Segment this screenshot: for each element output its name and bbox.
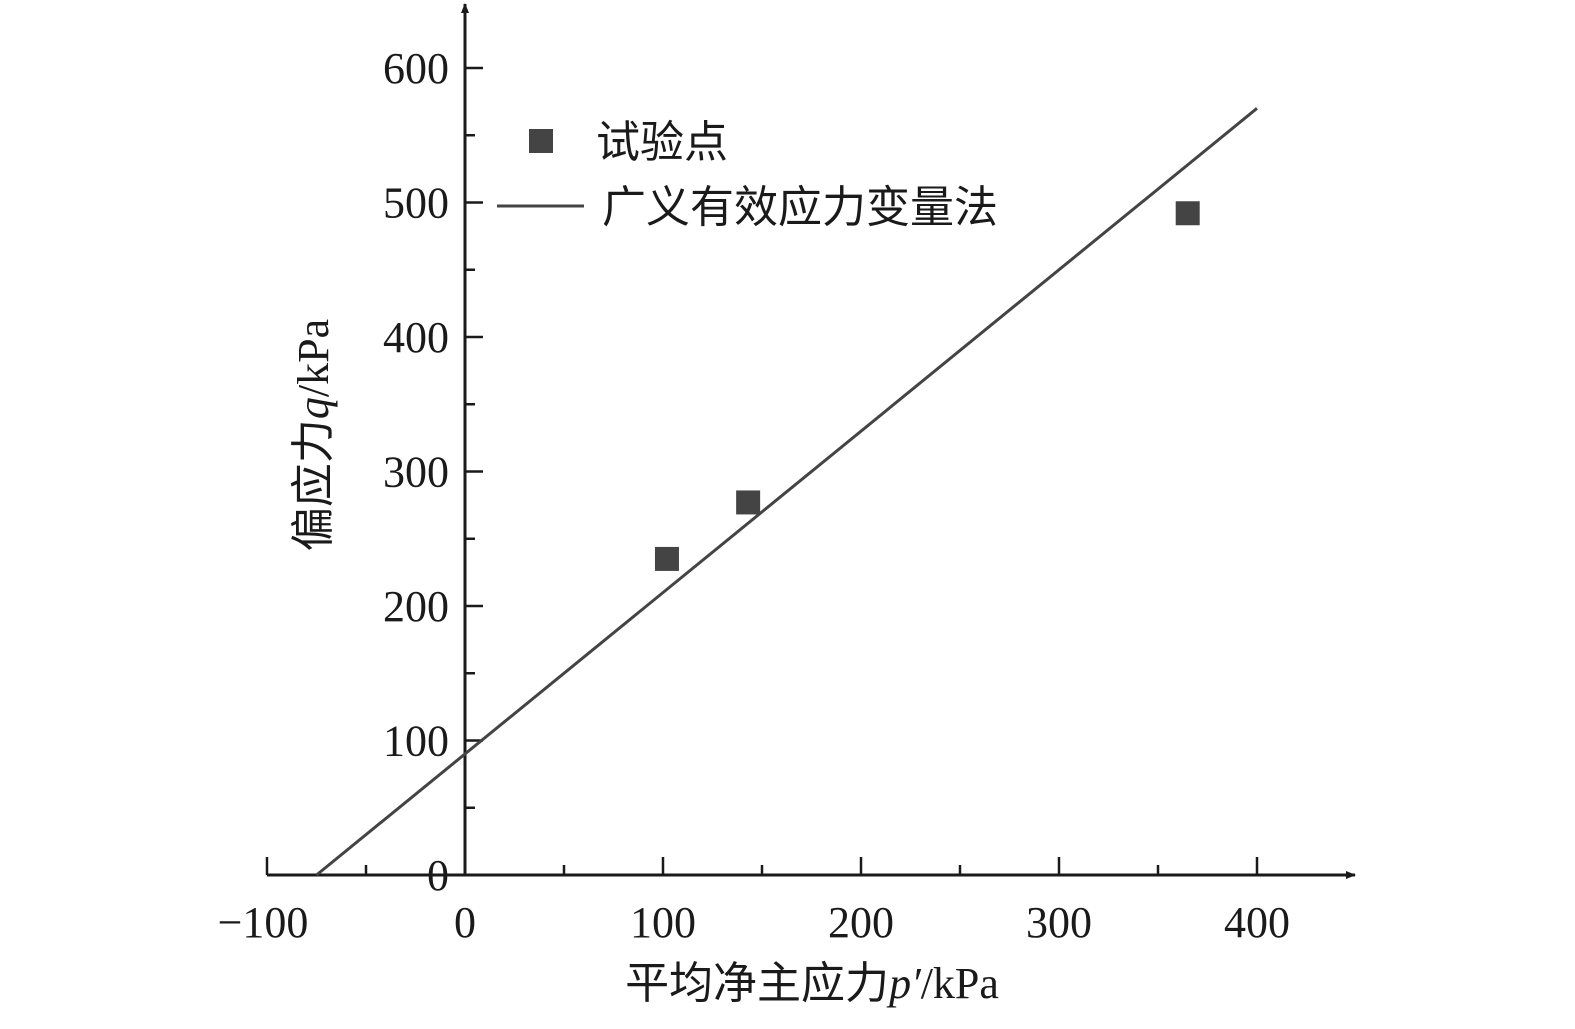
x-axis-ticks: −100 0 100 200 300 400: [218, 857, 1290, 947]
data-point: [654, 546, 679, 571]
y-axis-title: 偏应力q/kPa: [288, 319, 339, 551]
y-tick-label: 300: [383, 448, 449, 497]
y-tick-label: 200: [383, 582, 449, 631]
y-tick-label: 400: [383, 313, 449, 362]
legend-marker-square: [529, 129, 553, 153]
legend-label-test-points: 试验点: [596, 117, 728, 168]
plot-area: [315, 107, 1258, 877]
legend-label-fit-line: 广义有效应力变量法: [602, 182, 998, 233]
data-point: [1175, 201, 1200, 226]
y-tick-label: 600: [383, 44, 449, 93]
x-tick-label: −100: [218, 898, 309, 947]
x-axis-title: 平均净主应力p′/kPa: [625, 958, 999, 1009]
legend: 试验点 广义有效应力变量法: [497, 117, 998, 233]
x-tick-label: 300: [1026, 898, 1092, 947]
x-tick-label: 100: [630, 898, 696, 947]
data-point: [736, 490, 761, 515]
x-tick-label: 200: [828, 898, 894, 947]
fit-line: [315, 107, 1258, 877]
y-tick-label: 500: [383, 179, 449, 228]
y-tick-label: 100: [383, 717, 449, 766]
axes: [267, 3, 1356, 879]
x-tick-label: 400: [1224, 898, 1290, 947]
x-tick-label: 0: [454, 898, 476, 947]
y-tick-label: 0: [427, 851, 449, 900]
y-axis-ticks: 0 100 200 300 400 500 600: [383, 44, 483, 900]
